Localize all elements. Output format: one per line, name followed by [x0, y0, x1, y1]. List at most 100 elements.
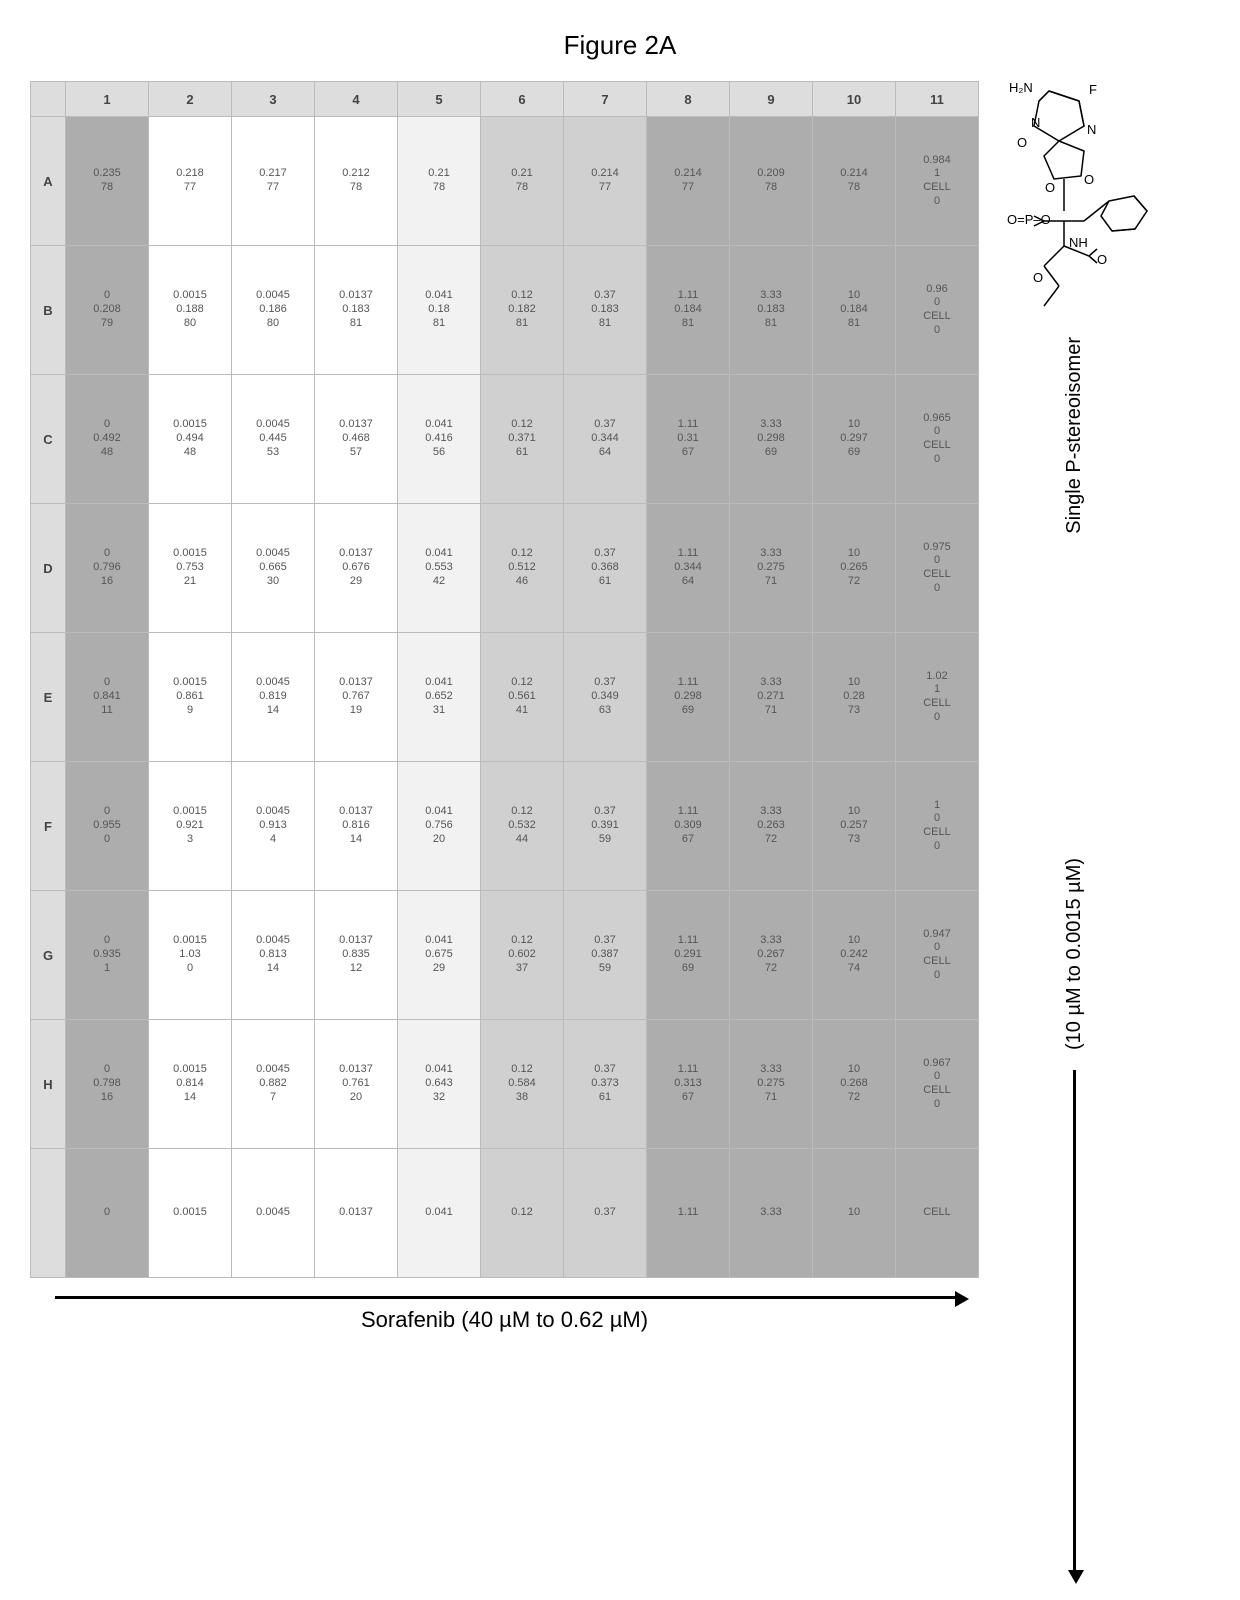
- well-cell: 0.00450.66530: [232, 504, 315, 633]
- well-cell: 0.00150.49448: [149, 375, 232, 504]
- well-cell: 0.00450.9134: [232, 762, 315, 891]
- well-cell: 0.37: [564, 1149, 647, 1278]
- well-cell: 0.370.34464: [564, 375, 647, 504]
- well-cell: 0.0410.75620: [398, 762, 481, 891]
- well-cell: 0.9470CELL0: [896, 891, 979, 1020]
- well-cell: 0.370.34963: [564, 633, 647, 762]
- well-cell: 0.00450.44553: [232, 375, 315, 504]
- well-cell: 0.20978: [730, 117, 813, 246]
- well-cell: 3.330.26772: [730, 891, 813, 1020]
- well-cell: 0: [66, 1149, 149, 1278]
- well-cell: 3.330.18381: [730, 246, 813, 375]
- well-cell: 1.110.30967: [647, 762, 730, 891]
- row-header: B: [31, 246, 66, 375]
- well-cell: 00.79816: [66, 1020, 149, 1149]
- well-cell: 0.0015: [149, 1149, 232, 1278]
- well-cell: 0.9670CELL0: [896, 1020, 979, 1149]
- y-axis-label: (10 µM to 0.0015 µM): [1063, 810, 1086, 1050]
- well-cell: 0.0410.55342: [398, 504, 481, 633]
- label-o4: O: [1097, 253, 1107, 266]
- well-cell: 1.110.34464: [647, 504, 730, 633]
- figure-title: Figure 2A: [30, 30, 1210, 61]
- well-cell: 0.120.56141: [481, 633, 564, 762]
- well-cell: 0.0410.64332: [398, 1020, 481, 1149]
- well-cell: 0.0410.41656: [398, 375, 481, 504]
- col-header: 8: [647, 82, 730, 117]
- well-cell: 100.2873: [813, 633, 896, 762]
- top-row: 1234567891011A0.235780.218770.217770.212…: [30, 81, 1210, 1570]
- plate-corner: [31, 82, 66, 117]
- well-cell: 0.12: [481, 1149, 564, 1278]
- well-cell: 0.00450.18680: [232, 246, 315, 375]
- well-cell: 0.9650CELL0: [896, 375, 979, 504]
- well-cell: 0.00151.030: [149, 891, 232, 1020]
- well-cell: 0.21278: [315, 117, 398, 246]
- well-cell: 0.9750CELL0: [896, 504, 979, 633]
- label-o2: O: [1045, 181, 1055, 194]
- well-cell: 0.00150.75321: [149, 504, 232, 633]
- col-header: 2: [149, 82, 232, 117]
- well-cell: 0.960CELL0: [896, 246, 979, 375]
- well-cell: 0.0410.65231: [398, 633, 481, 762]
- row-header: D: [31, 504, 66, 633]
- well-cell: 0.00450.81314: [232, 891, 315, 1020]
- chemical-structure: H₂N F N N O O O O=P–O NH O O: [989, 81, 1159, 321]
- label-nh: NH: [1069, 236, 1088, 249]
- label-f: F: [1089, 83, 1097, 96]
- well-cell: 0.120.53244: [481, 762, 564, 891]
- well-cell: 3.330.27571: [730, 1020, 813, 1149]
- well-cell: 100.24274: [813, 891, 896, 1020]
- row-header: E: [31, 633, 66, 762]
- y-axis: (10 µM to 0.0015 µM): [1054, 550, 1094, 1570]
- label-o3: O: [1084, 173, 1094, 186]
- well-cell: 0.9841CELL0: [896, 117, 979, 246]
- well-cell: 0.120.58438: [481, 1020, 564, 1149]
- well-cell: 0.0045: [232, 1149, 315, 1278]
- well-cell: 00.79616: [66, 504, 149, 633]
- well-cell: 1.110.3167: [647, 375, 730, 504]
- well-cell: 0.120.60237: [481, 891, 564, 1020]
- well-cell: 0.00150.9213: [149, 762, 232, 891]
- well-cell: 0.00150.8619: [149, 633, 232, 762]
- well-cell: 0.0410.67529: [398, 891, 481, 1020]
- col-header: 7: [564, 82, 647, 117]
- x-axis-arrow: [55, 1296, 955, 1299]
- col-header: 3: [232, 82, 315, 117]
- well-cell: 1.11: [647, 1149, 730, 1278]
- well-cell: 1.021CELL0: [896, 633, 979, 762]
- x-axis: Sorafenib (40 µM to 0.62 µM): [55, 1296, 955, 1336]
- well-cell: CELL: [896, 1149, 979, 1278]
- well-cell: 100.18481: [813, 246, 896, 375]
- well-cell: 1.110.29169: [647, 891, 730, 1020]
- col-header: 11: [896, 82, 979, 117]
- label-n1: N: [1031, 116, 1040, 129]
- well-cell: 0.01370.46857: [315, 375, 398, 504]
- well-cell: 00.84111: [66, 633, 149, 762]
- well-cell: 0.370.39159: [564, 762, 647, 891]
- well-cell: 100.26872: [813, 1020, 896, 1149]
- col-header: 5: [398, 82, 481, 117]
- well-cell: 0.01370.18381: [315, 246, 398, 375]
- well-cell: 100.25773: [813, 762, 896, 891]
- well-cell: 0.21877: [149, 117, 232, 246]
- well-cell: 3.33: [730, 1149, 813, 1278]
- well-cell: 0.01370.76120: [315, 1020, 398, 1149]
- y-axis-arrow: [1073, 1070, 1076, 1570]
- well-cell: 0.370.36861: [564, 504, 647, 633]
- col-header: 1: [66, 82, 149, 117]
- plate-wrap: 1234567891011A0.235780.218770.217770.212…: [30, 81, 979, 1336]
- well-cell: 0.370.37361: [564, 1020, 647, 1149]
- well-cell: 0.01370.76719: [315, 633, 398, 762]
- well-cell: 0.120.18281: [481, 246, 564, 375]
- right-column: H₂N F N N O O O O=P–O NH O O Single P-st…: [989, 81, 1159, 1570]
- col-header: 10: [813, 82, 896, 117]
- label-h2n: H₂N: [1009, 81, 1033, 94]
- well-cell: 0.21477: [647, 117, 730, 246]
- well-cell: 00.49248: [66, 375, 149, 504]
- label-n2: N: [1087, 123, 1096, 136]
- well-cell: 0.041: [398, 1149, 481, 1278]
- well-cell: 00.9550: [66, 762, 149, 891]
- well-cell: 0.120.51246: [481, 504, 564, 633]
- right-label: Single P-stereoisomer: [1059, 337, 1090, 534]
- well-cell: 0.21777: [232, 117, 315, 246]
